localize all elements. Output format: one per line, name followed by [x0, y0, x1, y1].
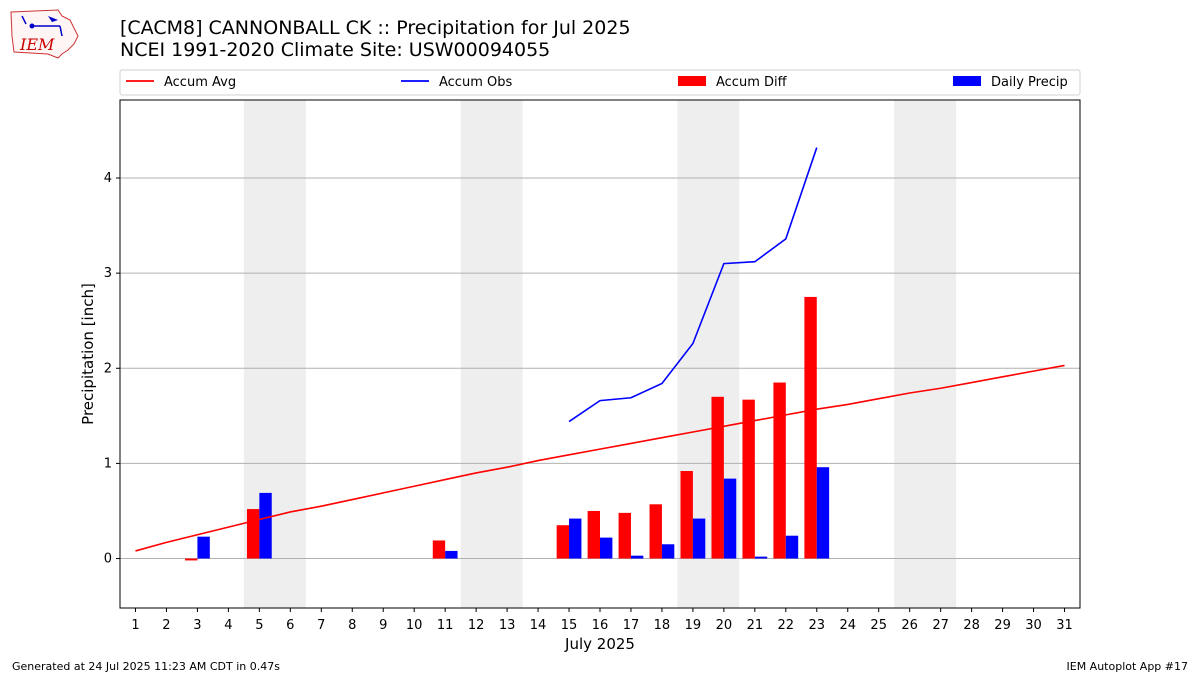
generated-timestamp: Generated at 24 Jul 2025 11:23 AM CDT in… — [12, 660, 280, 673]
x-tick-label: 16 — [592, 618, 609, 633]
y-tick-label: 1 — [104, 456, 112, 471]
x-tick-label: 31 — [1056, 618, 1073, 633]
app-id: IEM Autoplot App #17 — [1066, 660, 1189, 673]
legend-accum-diff-label: Accum Diff — [716, 75, 788, 90]
weekend-shade — [460, 100, 523, 608]
weekend-shade — [894, 100, 957, 608]
x-tick-label: 4 — [224, 618, 232, 633]
accum-diff-bar — [246, 509, 260, 559]
legend-box — [119, 69, 1081, 96]
chart-subtitle: NCEI 1991-2020 Climate Site: USW00094055 — [120, 39, 551, 61]
accum-diff-bar — [649, 504, 662, 559]
x-tick-label: 15 — [561, 618, 578, 633]
x-tick-label: 10 — [406, 618, 423, 633]
x-tick-label: 24 — [839, 618, 856, 633]
x-tick-label: 12 — [468, 618, 485, 633]
daily-precip-bar — [445, 550, 458, 559]
x-tick-label: 2 — [162, 618, 170, 633]
daily-precip-bar — [723, 478, 737, 559]
accum-diff-bar — [711, 396, 724, 559]
daily-precip-bar — [816, 467, 830, 559]
chart-title: [CACM8] CANNONBALL CK :: Precipitation f… — [120, 17, 631, 39]
legend-accum-obs-label: Accum Obs — [439, 75, 512, 90]
y-tick-label: 0 — [104, 552, 112, 567]
accum-diff-bar — [680, 471, 693, 559]
accum-diff-bar — [185, 558, 198, 561]
x-tick-label: 7 — [317, 618, 325, 633]
x-tick-label: 9 — [379, 618, 387, 633]
daily-precip-bar — [259, 492, 272, 559]
daily-precip-bar — [754, 556, 768, 559]
accum-diff-bar — [618, 512, 631, 559]
x-tick-label: 27 — [932, 618, 949, 633]
x-tick-label: 8 — [348, 618, 356, 633]
daily-precip-bar — [197, 536, 210, 559]
daily-precip-bar — [661, 544, 675, 559]
daily-precip-bar — [600, 537, 613, 559]
legend-accum-diff-swatch — [678, 76, 706, 86]
x-tick-label: 5 — [255, 618, 263, 633]
x-tick-label: 14 — [530, 618, 547, 633]
accum-diff-bar — [587, 510, 600, 559]
x-tick-label: 29 — [994, 618, 1011, 633]
x-tick-label: 19 — [685, 618, 702, 633]
x-tick-label: 28 — [963, 618, 980, 633]
x-tick-label: 26 — [901, 618, 918, 633]
x-tick-label: 18 — [654, 618, 671, 633]
accum-diff-bar — [773, 382, 786, 559]
accum-diff-bar — [804, 296, 817, 559]
y-axis-label: Precipitation [inch] — [79, 283, 97, 425]
iem-logo: IEM — [10, 9, 79, 59]
x-tick-label: 23 — [809, 618, 826, 633]
legend-daily-precip-label: Daily Precip — [991, 75, 1068, 90]
x-tick-label: 22 — [778, 618, 795, 633]
x-tick-label: 30 — [1025, 618, 1042, 633]
x-tick-label: 1 — [131, 618, 139, 633]
y-tick-label: 3 — [104, 266, 112, 281]
accum-avg-line — [135, 364, 1065, 552]
y-tick-label: 2 — [104, 361, 112, 376]
daily-precip-bar — [569, 518, 582, 559]
x-tick-label: 6 — [286, 618, 294, 633]
x-axis-label: July 2025 — [564, 635, 635, 653]
legend-accum-avg-label: Accum Avg — [164, 75, 236, 90]
daily-precip-bar — [692, 518, 706, 559]
accum-diff-bar — [432, 540, 446, 559]
x-tick-label: 20 — [716, 618, 733, 633]
x-tick-label: 3 — [193, 618, 201, 633]
x-tick-label: 21 — [747, 618, 764, 633]
accum-obs-line — [568, 147, 818, 423]
accum-diff-bar — [556, 525, 570, 559]
daily-precip-bar — [785, 535, 799, 559]
x-tick-label: 13 — [499, 618, 516, 633]
x-tick-label: 11 — [437, 618, 454, 633]
logo-text: IEM — [19, 35, 55, 54]
x-tick-label: 25 — [870, 618, 887, 633]
y-tick-label: 4 — [104, 171, 112, 186]
x-tick-label: 17 — [623, 618, 640, 633]
legend-daily-precip-swatch — [953, 76, 981, 86]
daily-precip-bar — [630, 555, 644, 559]
accum-diff-bar — [742, 399, 755, 559]
